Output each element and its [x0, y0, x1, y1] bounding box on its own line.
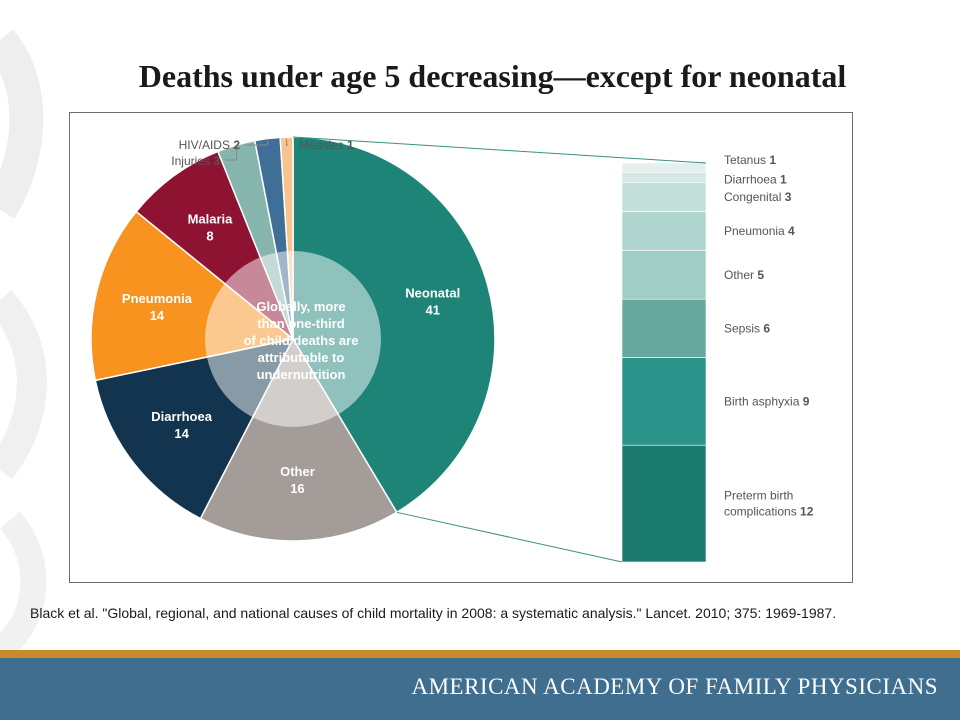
pie-value-malaria: 8	[206, 228, 213, 243]
pie-label-diarrhoea: Diarrhoea	[151, 409, 212, 424]
pie-center-text-line: attributable to	[258, 350, 345, 365]
connector-line-bottom	[396, 511, 623, 563]
pie-center-text-line: Globally, more	[256, 299, 345, 314]
bar-segment-birth-asphyxia	[621, 357, 707, 446]
bar-label-diarrhoea: Diarrhoea 1	[724, 173, 787, 187]
bar-label-sepsis: Sepsis 6	[724, 321, 770, 335]
pie-label-measles: Measles 1	[299, 138, 354, 152]
pie-value-other: 16	[290, 481, 304, 496]
pie-slice-neonatal	[292, 136, 496, 514]
bar-label-congenital: Congenital 3	[724, 190, 792, 204]
bar-segment-pneumonia	[621, 211, 707, 251]
pie-slice-other	[199, 337, 398, 542]
footer-accent-line	[0, 650, 960, 658]
bar-label-preterm-birth-complications: Preterm birth complications 12	[724, 489, 814, 519]
pie-center-text-line: than one-third	[257, 316, 344, 331]
pie-leader-injuries	[225, 147, 238, 161]
bar-label-tetanus: Tetanus 1	[724, 153, 776, 167]
bar-label-other: Other 5	[724, 268, 764, 282]
pie-leader-hiv-aids	[245, 140, 269, 146]
bar-segment-diarrhoea	[621, 172, 707, 183]
pie-label-pneumonia: Pneumonia	[122, 291, 193, 306]
footer-bar: AMERICAN ACADEMY OF FAMILY PHYSICIANS	[0, 658, 960, 720]
pie-center-text-line: of child deaths are	[244, 333, 359, 348]
pie-value-neonatal: 41	[426, 302, 440, 317]
pie-label-injuries: Injuries 3	[171, 154, 220, 168]
pie-label-malaria: Malaria	[188, 211, 234, 226]
bar-segment-preterm-birth-complications	[621, 444, 707, 563]
chart-frame: Globally, more than one-third of child dea…	[69, 112, 853, 583]
pie-center-text-line: undernutrition	[257, 367, 346, 382]
pie-value-pneumonia: 14	[150, 308, 165, 323]
bar-segment-other	[621, 250, 707, 300]
footer-organization-name: AMERICAN ACADEMY OF FAMILY PHYSICIANS	[411, 674, 938, 699]
pie-label-hiv-aids: HIV/AIDS 2	[179, 138, 241, 152]
bar-segment-sepsis	[621, 298, 707, 358]
bar-segment-congenital	[621, 182, 707, 212]
pie-center-circle	[205, 251, 381, 427]
pie-chart: Globally, more than one-third of child dea…	[90, 136, 814, 563]
bar-segment-tetanus	[621, 162, 707, 174]
citation: Black et al. "Global, regional, and nati…	[30, 605, 837, 621]
pie-label-neonatal: Neonatal	[405, 285, 460, 300]
pie-label-other: Other	[280, 464, 315, 479]
connector-line-top	[292, 136, 707, 164]
pie-value-diarrhoea: 14	[174, 426, 189, 441]
pie-leader-measles	[286, 139, 288, 146]
slide-title: Deaths under age 5 decreasing—except for…	[138, 58, 847, 94]
bar-label-pneumonia: Pneumonia 4	[724, 224, 795, 238]
bar-label-birth-asphyxia: Birth asphyxia 9	[724, 394, 810, 408]
background-decoration	[0, 29, 47, 650]
